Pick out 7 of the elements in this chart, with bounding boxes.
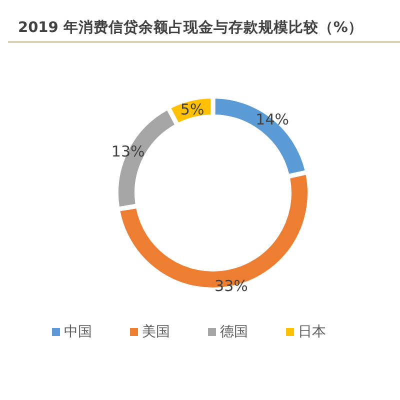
donut-slice — [214, 98, 306, 175]
legend-label: 美国 — [142, 324, 170, 340]
data-label: 5% — [180, 100, 204, 118]
chart-title: 2019 年消费信贷余额占现金与存款规模比较（%） — [18, 18, 363, 36]
legend-label: 德国 — [220, 324, 248, 340]
legend-label: 日本 — [298, 324, 326, 340]
legend-label: 中国 — [64, 324, 92, 340]
